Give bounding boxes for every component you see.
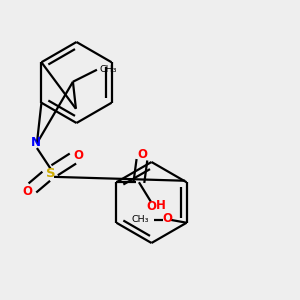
Text: O: O [73, 149, 83, 162]
Text: H: H [156, 199, 166, 212]
Text: N: N [31, 136, 41, 149]
Text: O: O [146, 200, 157, 213]
Text: S: S [46, 167, 55, 180]
Text: CH₃: CH₃ [132, 215, 149, 224]
Text: CH₃: CH₃ [99, 64, 116, 74]
Text: O: O [162, 212, 172, 225]
Text: O: O [137, 148, 147, 161]
Text: O: O [22, 185, 32, 198]
